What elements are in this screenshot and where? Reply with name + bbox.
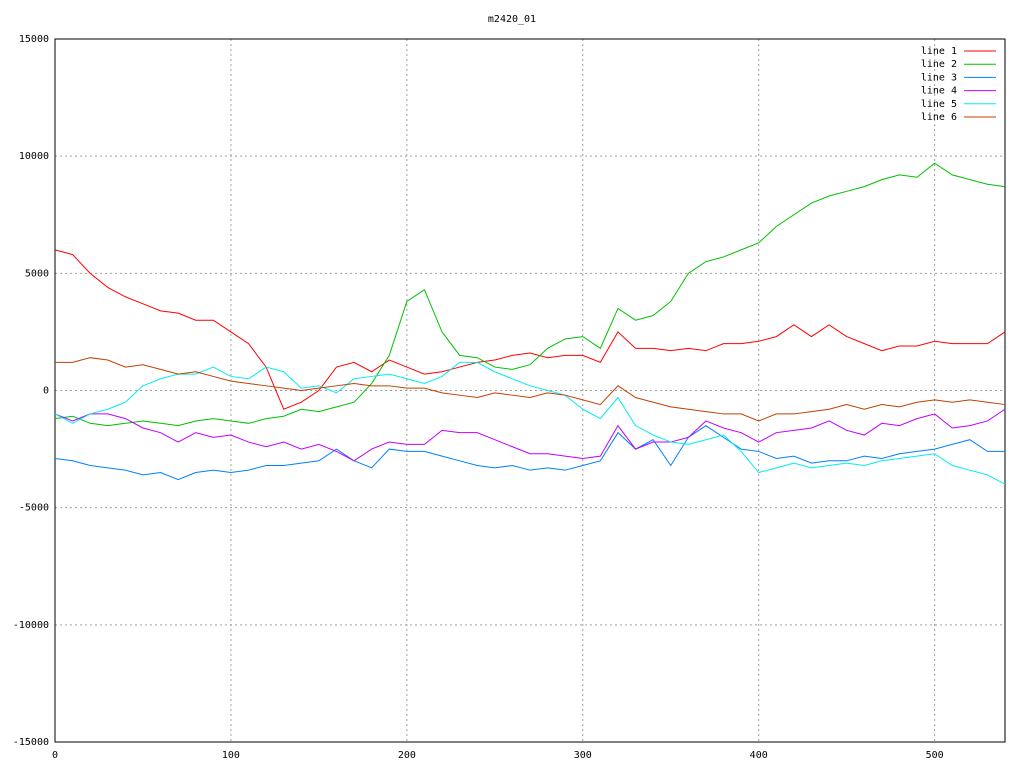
y-tick-label: 15000 — [19, 34, 49, 45]
y-tick-label: 10000 — [19, 151, 49, 162]
y-tick-label: -5000 — [19, 503, 49, 514]
x-tick-label: 100 — [222, 750, 240, 761]
x-tick-label: 500 — [926, 750, 944, 761]
legend-label: line 4 — [921, 86, 957, 97]
legend-label: line 2 — [921, 59, 957, 70]
data-line — [54, 162, 1006, 427]
chart-title: m2420_01 — [488, 14, 536, 25]
data-line — [55, 357, 1006, 422]
plot-frame — [54, 38, 1006, 743]
y-tick-label: 5000 — [25, 268, 49, 279]
y-tick-label: 0 — [43, 386, 49, 397]
data-line — [54, 425, 1005, 481]
x-tick-label: 0 — [52, 750, 58, 761]
x-tick-label: 400 — [750, 750, 768, 761]
y-tick-label: -15000 — [13, 737, 49, 748]
data-line — [54, 408, 1006, 462]
legend-label: line 6 — [921, 112, 957, 123]
x-tick-label: 200 — [398, 750, 416, 761]
y-tick-label: -10000 — [13, 620, 49, 631]
data-line — [54, 249, 1006, 410]
legend-label: line 3 — [921, 72, 957, 83]
x-tick-label: 300 — [574, 750, 592, 761]
legend-label: line 5 — [921, 99, 957, 110]
data-line — [54, 361, 1006, 485]
legend-label: line 1 — [921, 46, 957, 57]
